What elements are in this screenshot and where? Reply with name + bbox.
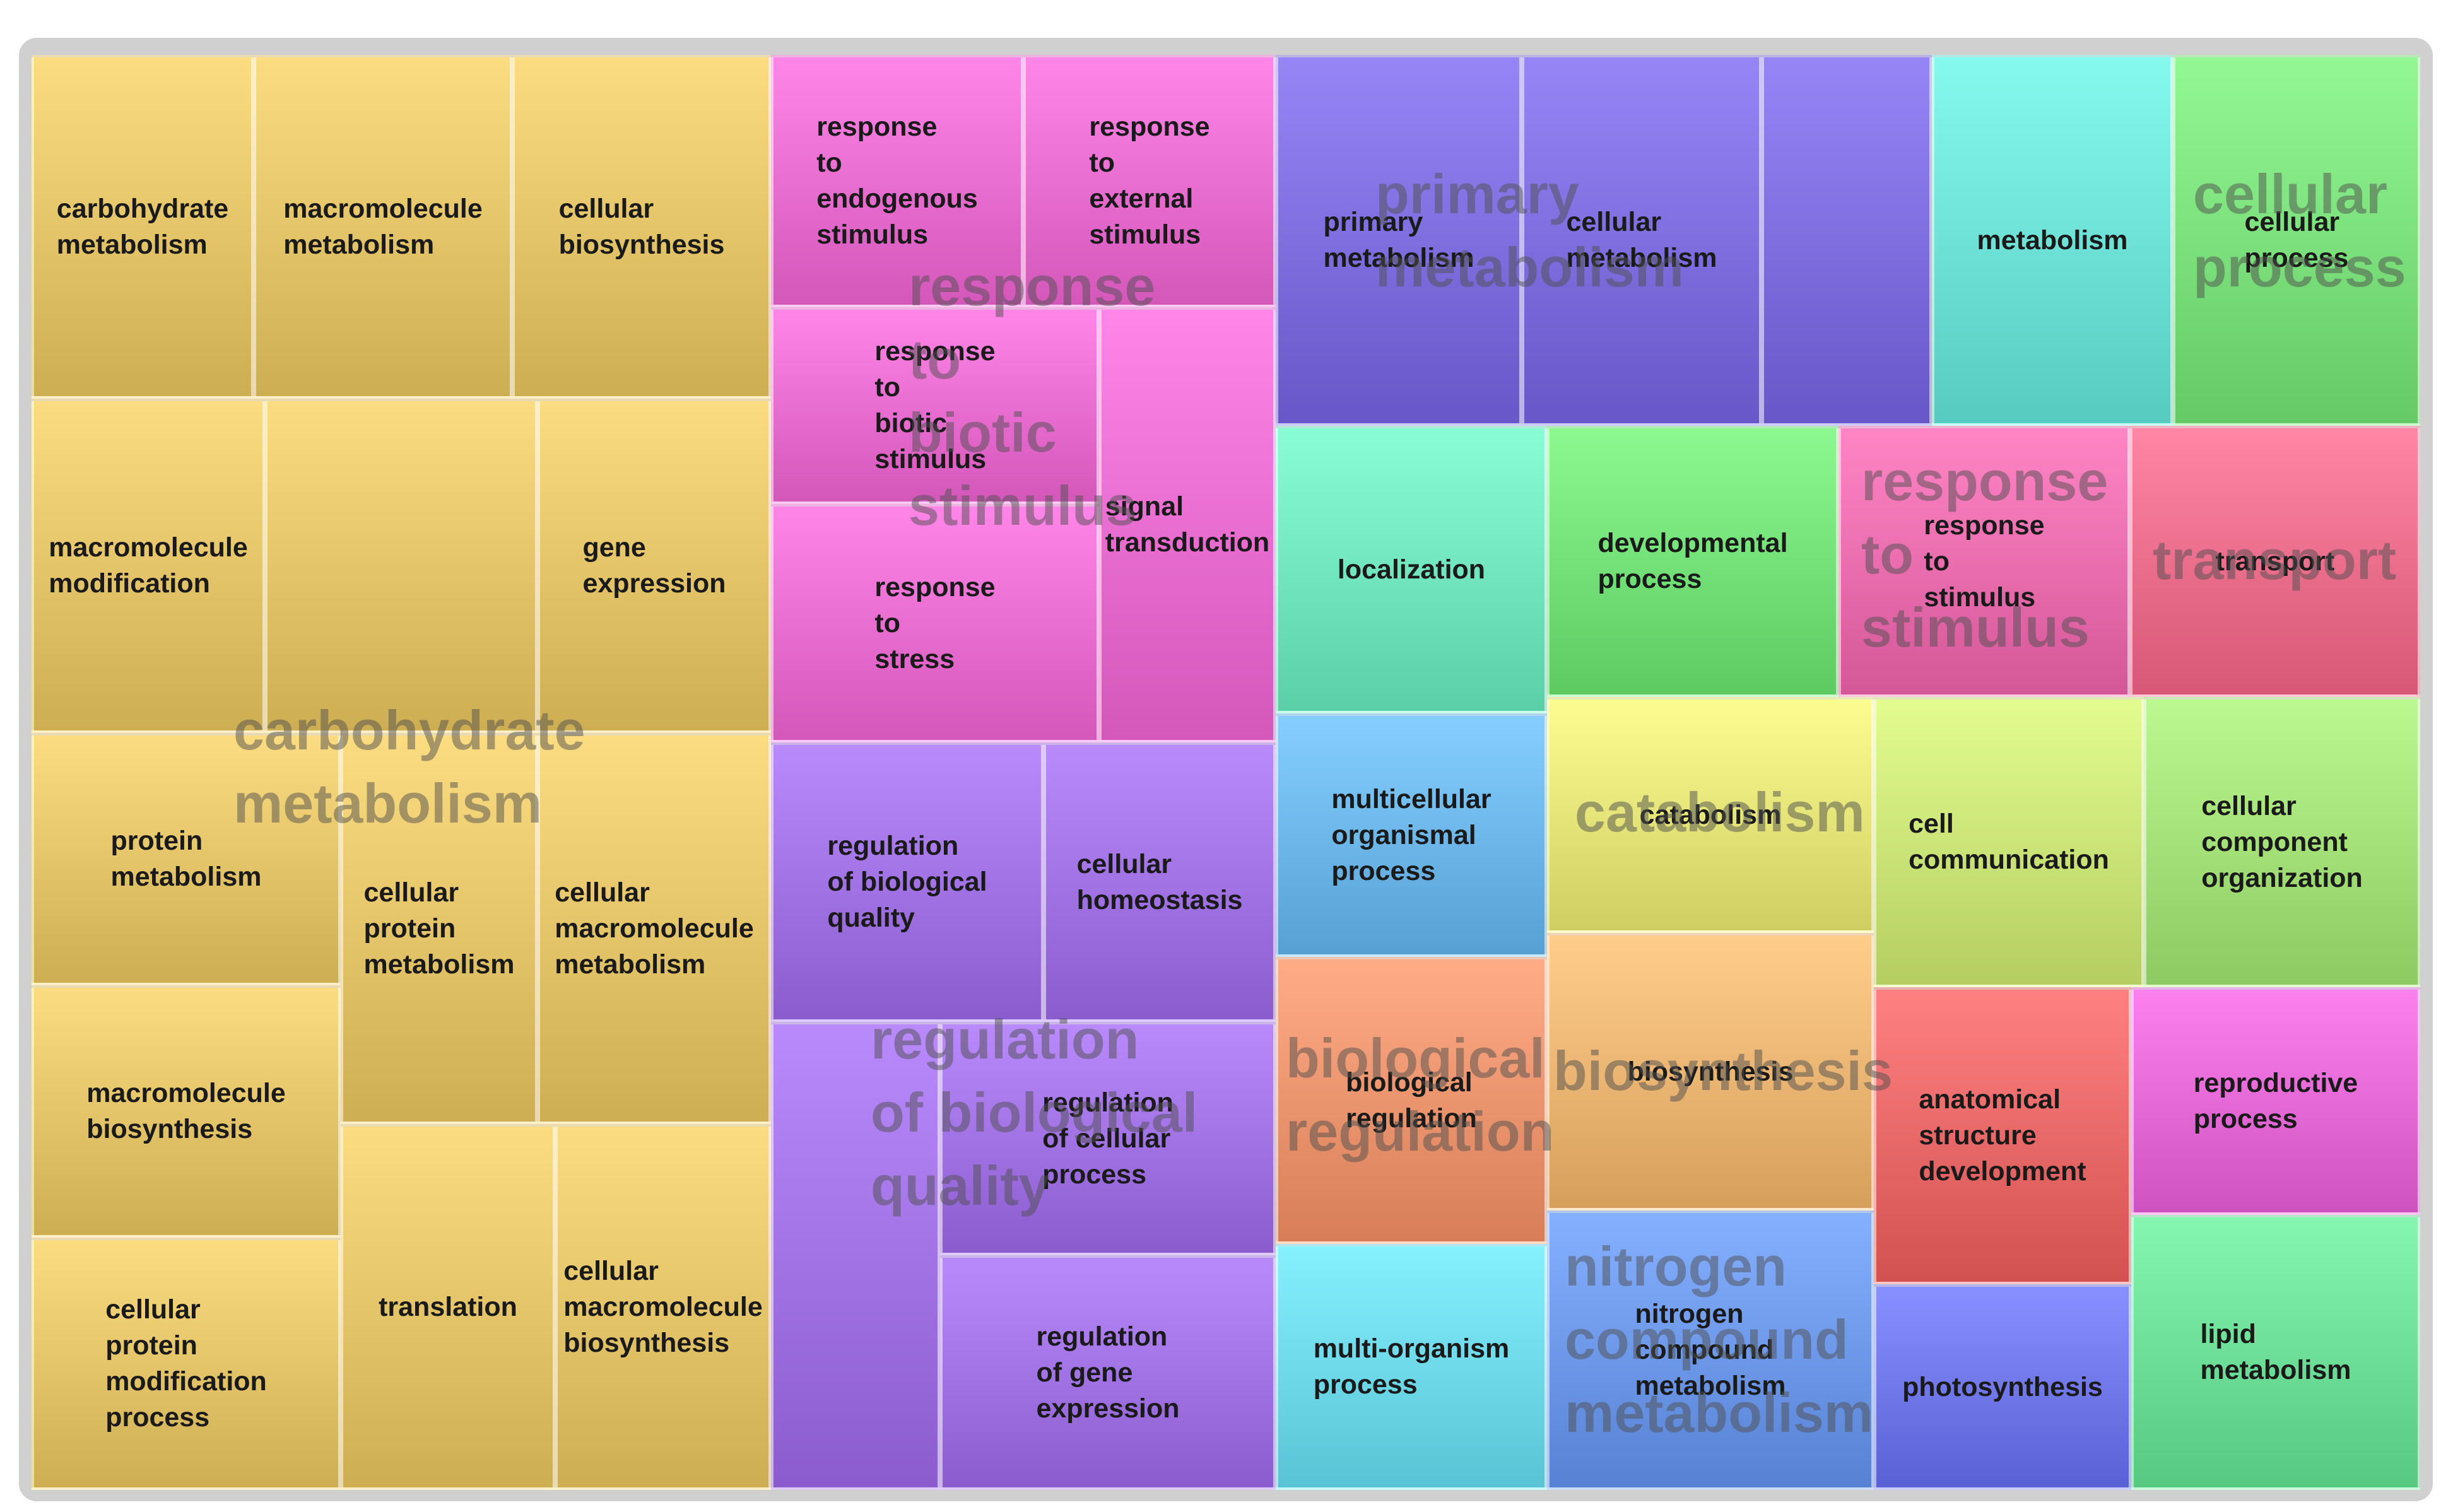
tile-label: response to stress xyxy=(874,571,996,674)
tile-label: regulation of biological quality xyxy=(827,831,987,933)
treemap-tile-cellular-macromolecule-metabolism[interactable]: cellular macromolecule metabolism xyxy=(538,733,771,1124)
treemap-tile-cellular-component-organization[interactable]: cellular component organization xyxy=(2144,697,2420,987)
treemap-tile-cellular-metabolism[interactable]: cellular metabolism xyxy=(1522,55,1762,426)
tile-label: regulation of gene expression xyxy=(1036,1321,1180,1424)
tile-label: macromolecule metabolism xyxy=(283,193,483,260)
treemap-tile-carbohydrate-metabolism[interactable]: carbohydrate metabolism xyxy=(32,55,254,399)
tile-label: response to endogenous stimulus xyxy=(816,112,978,250)
tile-label: protein metabolism xyxy=(110,826,262,892)
treemap-tile-biosynthesis[interactable]: biosynthesis xyxy=(1547,933,1874,1210)
tile-label: cellular protein modification process xyxy=(105,1294,267,1433)
tile-label: cellular protein metabolism xyxy=(363,877,515,980)
treemap-tile-biological-regulation[interactable]: biological regulation xyxy=(1276,957,1547,1244)
treemap-tile-photosynthesis[interactable]: photosynthesis xyxy=(1874,1284,2131,1490)
treemap-tile-cellular-protein-modification-process[interactable]: cellular protein modification process xyxy=(32,1238,341,1490)
tile-label: regulation of cellular process xyxy=(1042,1087,1174,1190)
tile-label: translation xyxy=(379,1291,517,1322)
treemap-tile-cellular-process[interactable]: cellular process xyxy=(2173,55,2420,426)
treemap-tile-reproductive-process[interactable]: reproductive process xyxy=(2131,987,2420,1215)
tile-label: reproductive process xyxy=(2193,1067,2358,1134)
treemap-tile-macromolecule-metabolism[interactable]: macromolecule metabolism xyxy=(254,55,512,399)
tile-label: localization xyxy=(1337,554,1486,585)
treemap-tile-localization[interactable]: localization xyxy=(1276,426,1547,713)
treemap-tile-cellular-protein-metabolism[interactable]: cellular protein metabolism xyxy=(341,733,538,1124)
treemap-tile-lipid-metabolism[interactable]: lipid metabolism xyxy=(2131,1215,2420,1490)
tile-label: multicellular organismal process xyxy=(1331,783,1491,886)
tile-label: transport xyxy=(2215,546,2335,577)
tile-label: developmental process xyxy=(1597,528,1788,594)
treemap-tile-response-to-biotic-stimulus[interactable]: response to biotic stimulus xyxy=(771,307,1099,504)
treemap-tile-primary-metabolism[interactable]: primary metabolism xyxy=(1276,55,1522,426)
tile-label: response to biotic stimulus xyxy=(874,336,996,474)
tile-label: primary metabolism xyxy=(1323,207,1474,273)
treemap-tile-response-to-endogenous-stimulus[interactable]: response to endogenous stimulus xyxy=(771,55,1023,307)
tile-label: metabolism xyxy=(1977,225,2128,255)
tile-label: lipid metabolism xyxy=(2200,1319,2351,1385)
tile-label: response to external stimulus xyxy=(1089,112,1210,250)
tile-label: multi-organism process xyxy=(1313,1333,1510,1400)
tile-label: cellular homeostasis xyxy=(1076,848,1243,915)
tile-label: anatomical structure development xyxy=(1919,1084,2086,1187)
treemap-tile-nitrogen-compound-metabolism[interactable]: nitrogen compound metabolism xyxy=(1547,1210,1874,1490)
treemap-tile-multi-organism-process[interactable]: multi-organism process xyxy=(1276,1244,1547,1490)
treemap-tile-blank[interactable] xyxy=(265,399,538,733)
treemap-tile-gene-expression[interactable]: gene expression xyxy=(538,399,771,733)
treemap-tile-multicellular-organismal-process[interactable]: multicellular organismal process xyxy=(1276,713,1547,957)
treemap-tile-transport[interactable]: transport xyxy=(2130,426,2420,697)
treemap-tile-macromolecule-biosynthesis[interactable]: macromolecule biosynthesis xyxy=(32,985,341,1238)
treemap-tile-metabolism[interactable]: metabolism xyxy=(1932,55,2173,426)
tile-label: biological regulation xyxy=(1346,1067,1477,1134)
tile-label: cellular process xyxy=(2244,207,2349,273)
tile-label: nitrogen compound metabolism xyxy=(1635,1299,1786,1401)
tile-label: biosynthesis xyxy=(1627,1056,1794,1087)
treemap-tile-blank[interactable] xyxy=(1762,55,1932,426)
tile-label: cellular metabolism xyxy=(1566,207,1717,273)
treemap-tile-protein-metabolism[interactable]: protein metabolism xyxy=(32,733,341,985)
treemap-tile-response-to-stress[interactable]: response to stress xyxy=(771,504,1099,742)
tile-label: carbohydrate metabolism xyxy=(56,193,229,260)
tile-label: response to stimulus xyxy=(1924,510,2045,612)
treemap-tile-signal-transduction[interactable]: signal transduction xyxy=(1099,307,1276,742)
tile-label: gene expression xyxy=(582,532,726,599)
treemap-tile-cellular-macromolecule-biosynthesis[interactable]: cellular macromolecule biosynthesis xyxy=(555,1124,771,1490)
treemap-tile-regulation-of-cellular-process[interactable]: regulation of cellular process xyxy=(940,1022,1276,1255)
treemap-tile-developmental-process[interactable]: developmental process xyxy=(1547,426,1838,697)
treemap-tile-macromolecule-modification[interactable]: macromolecule modification xyxy=(32,399,265,733)
tile-label: cellular component organization xyxy=(2201,790,2363,893)
treemap-tile-cell-communication[interactable]: cell communication xyxy=(1874,697,2144,987)
treemap-tile-response-to-external-stimulus[interactable]: response to external stimulus xyxy=(1023,55,1276,307)
treemap-tile-cellular-biosynthesis[interactable]: cellular biosynthesis xyxy=(512,55,771,399)
treemap-tile-cellular-homeostasis[interactable]: cellular homeostasis xyxy=(1044,742,1276,1022)
treemap-tile-anatomical-structure-development[interactable]: anatomical structure development xyxy=(1874,987,2131,1284)
treemap-tile-regulation-of-biological-quality[interactable]: regulation of biological quality xyxy=(771,742,1044,1022)
treemap-tile-blank[interactable] xyxy=(771,1022,940,1490)
treemap-tile-response-to-stimulus[interactable]: response to stimulus xyxy=(1838,426,2130,697)
treemap-tile-translation[interactable]: translation xyxy=(341,1124,555,1490)
tile-label: photosynthesis xyxy=(1902,1371,2103,1402)
tile-label: cellular macromolecule metabolism xyxy=(555,877,754,980)
tile-label: cellular macromolecule biosynthesis xyxy=(563,1255,763,1358)
tile-label: macromolecule biosynthesis xyxy=(86,1078,286,1144)
treemap-tile-regulation-of-gene-expression[interactable]: regulation of gene expression xyxy=(940,1255,1276,1490)
tile-label: cell communication xyxy=(1909,809,2109,875)
tile-label: signal transduction xyxy=(1105,491,1270,558)
tile-label: macromolecule modification xyxy=(49,532,248,599)
tile-label: catabolism xyxy=(1639,799,1782,830)
tile-label: cellular biosynthesis xyxy=(558,193,725,260)
treemap-tile-catabolism[interactable]: catabolism xyxy=(1547,697,1874,933)
